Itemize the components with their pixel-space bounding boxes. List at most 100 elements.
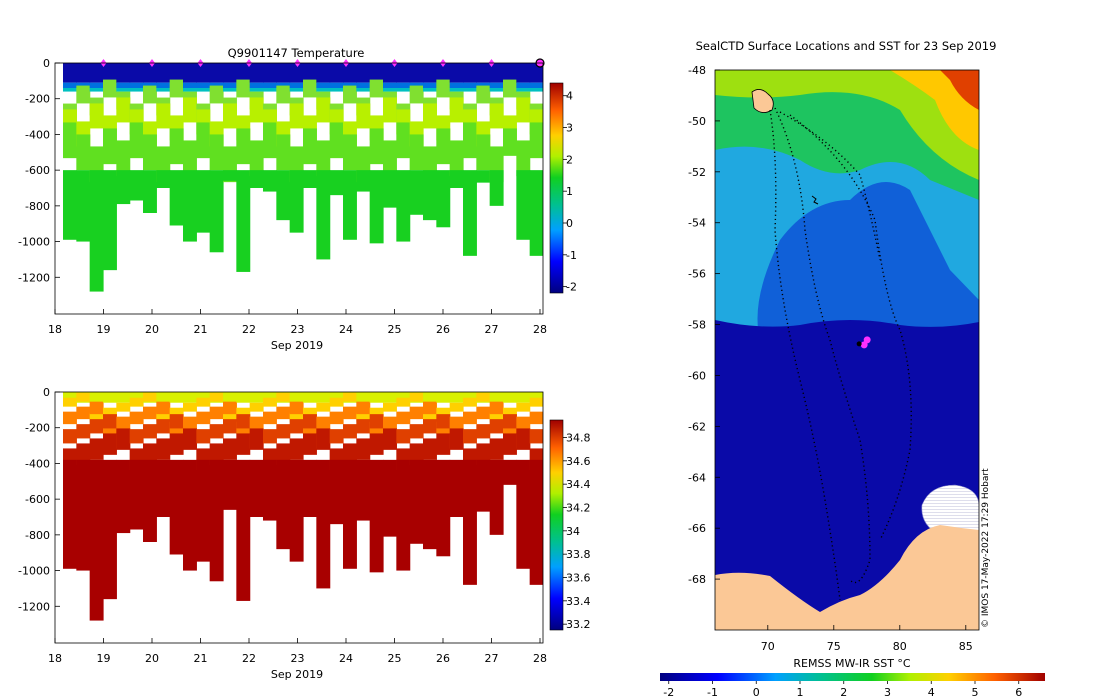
salinity-cell: [143, 443, 157, 465]
temperature-cell: [209, 63, 224, 83]
sst-tick-label: 2: [840, 686, 847, 699]
salinity-cell: [263, 411, 277, 425]
salinity-cell: [223, 392, 237, 403]
temperature-cell: [103, 170, 117, 271]
salinity-cell: [89, 419, 104, 434]
salinity-cell: [303, 407, 317, 417]
salinity-cell: [356, 401, 371, 415]
salinity-cell: [156, 401, 171, 415]
temperature-cell: [209, 82, 224, 88]
salinity-cell: [63, 429, 77, 444]
temperature-cell: [463, 63, 477, 83]
salinity-cell: [143, 392, 157, 402]
salinity-cell: [516, 392, 531, 403]
temperature-cell: [356, 103, 371, 129]
temperature-cell: [423, 82, 437, 88]
temperature-cell: [129, 88, 144, 92]
salinity-cell: [116, 402, 131, 412]
temperature-y-ticks: 0 -200 -400 -600 -800 -1000 -1200: [18, 57, 60, 284]
salinity-cell: [529, 411, 543, 425]
x-tick-label: 20: [145, 323, 159, 336]
x-tick-label: 28: [533, 652, 547, 665]
temperature-cell: [116, 170, 131, 205]
temperature-cell: [63, 170, 77, 240]
salinity-cell: [449, 416, 464, 430]
salinity-cell: [383, 402, 397, 412]
temperature-cell: [169, 79, 184, 98]
salinity-cell: [209, 406, 224, 420]
temperature-cell: [343, 82, 357, 88]
temperature-cell: [463, 122, 477, 159]
temperature-axes-frame: [54, 62, 544, 315]
salinity-cell: [156, 392, 171, 403]
temperature-cell: [369, 79, 384, 98]
salinity-cell: [476, 406, 491, 420]
lat-tick-label: -68: [688, 573, 706, 586]
current-location-dot: [863, 336, 871, 344]
temperature-cell: [476, 82, 491, 88]
temperature-cell: [316, 170, 331, 260]
temperature-cell: [76, 82, 91, 88]
salinity-cell: [89, 412, 104, 422]
salinity-cell: [383, 459, 397, 537]
temperature-cell: [383, 97, 397, 123]
temperature-cell: [489, 170, 504, 206]
temperature-cell: [196, 122, 211, 159]
temperature-cell: [449, 170, 464, 188]
salinity-cell: [529, 392, 543, 403]
salinity-cell: [63, 459, 77, 569]
temperature-cell: [289, 82, 304, 88]
salinity-cell: [369, 392, 384, 403]
salinity-cell: [529, 397, 543, 407]
salinity-cell: [276, 406, 291, 420]
salinity-cell: [129, 397, 144, 407]
temperature-cell: [356, 88, 371, 92]
salinity-cell: [463, 397, 477, 407]
y-tick-label: -400: [25, 457, 50, 470]
temperature-cell: [89, 63, 104, 83]
salinity-cell: [263, 397, 277, 407]
salinity-cell: [276, 424, 291, 439]
temperature-cell: [356, 82, 371, 88]
temperature-cell: [223, 170, 237, 181]
salinity-cell: [103, 433, 117, 455]
temperature-cell: [303, 128, 317, 165]
salinity-cell: [356, 459, 371, 521]
temperature-cell: [449, 63, 464, 83]
salinity-cell: [329, 411, 344, 425]
salinity-colorbar: [549, 419, 564, 631]
temperature-cell: [263, 122, 277, 159]
colorbar-tick-label: 33.2: [566, 618, 591, 631]
x-tick-label: 26: [436, 323, 450, 336]
sst-tick-label: 1: [797, 686, 804, 699]
temperature-cell: [396, 63, 411, 83]
salinity-cell: [369, 459, 384, 573]
salinity-cell: [183, 402, 197, 412]
salinity-section: [63, 392, 543, 621]
lat-tick-label: -60: [688, 369, 706, 382]
salinity-cell: [196, 397, 211, 407]
salinity-cell: [236, 459, 251, 601]
salinity-cell: [89, 392, 104, 403]
salinity-cell: [263, 392, 277, 403]
salinity-cell: [409, 424, 424, 439]
temperature-colorbar: [549, 82, 564, 294]
x-tick-label: 21: [194, 652, 208, 665]
temperature-cell: [156, 63, 171, 83]
temperature-cell: [529, 88, 543, 92]
colorbar-tick-label: 4: [566, 90, 573, 103]
salinity-cell: [169, 433, 184, 455]
x-tick-label: 18: [48, 323, 62, 336]
temperature-cell: [183, 140, 197, 177]
salinity-cell: [223, 459, 237, 510]
salinity-cell: [129, 459, 144, 530]
salinity-cell: [383, 392, 397, 403]
sst-tick-label: 0: [753, 686, 760, 699]
temperature-cell: [129, 82, 144, 88]
sst-colorbar: [660, 673, 1045, 681]
salinity-cell: [116, 392, 131, 403]
salinity-cell: [529, 429, 543, 444]
x-tick-label: 24: [339, 323, 353, 336]
colorbar-tick-label: 34.4: [566, 478, 591, 491]
temperature-cell: [196, 170, 211, 233]
